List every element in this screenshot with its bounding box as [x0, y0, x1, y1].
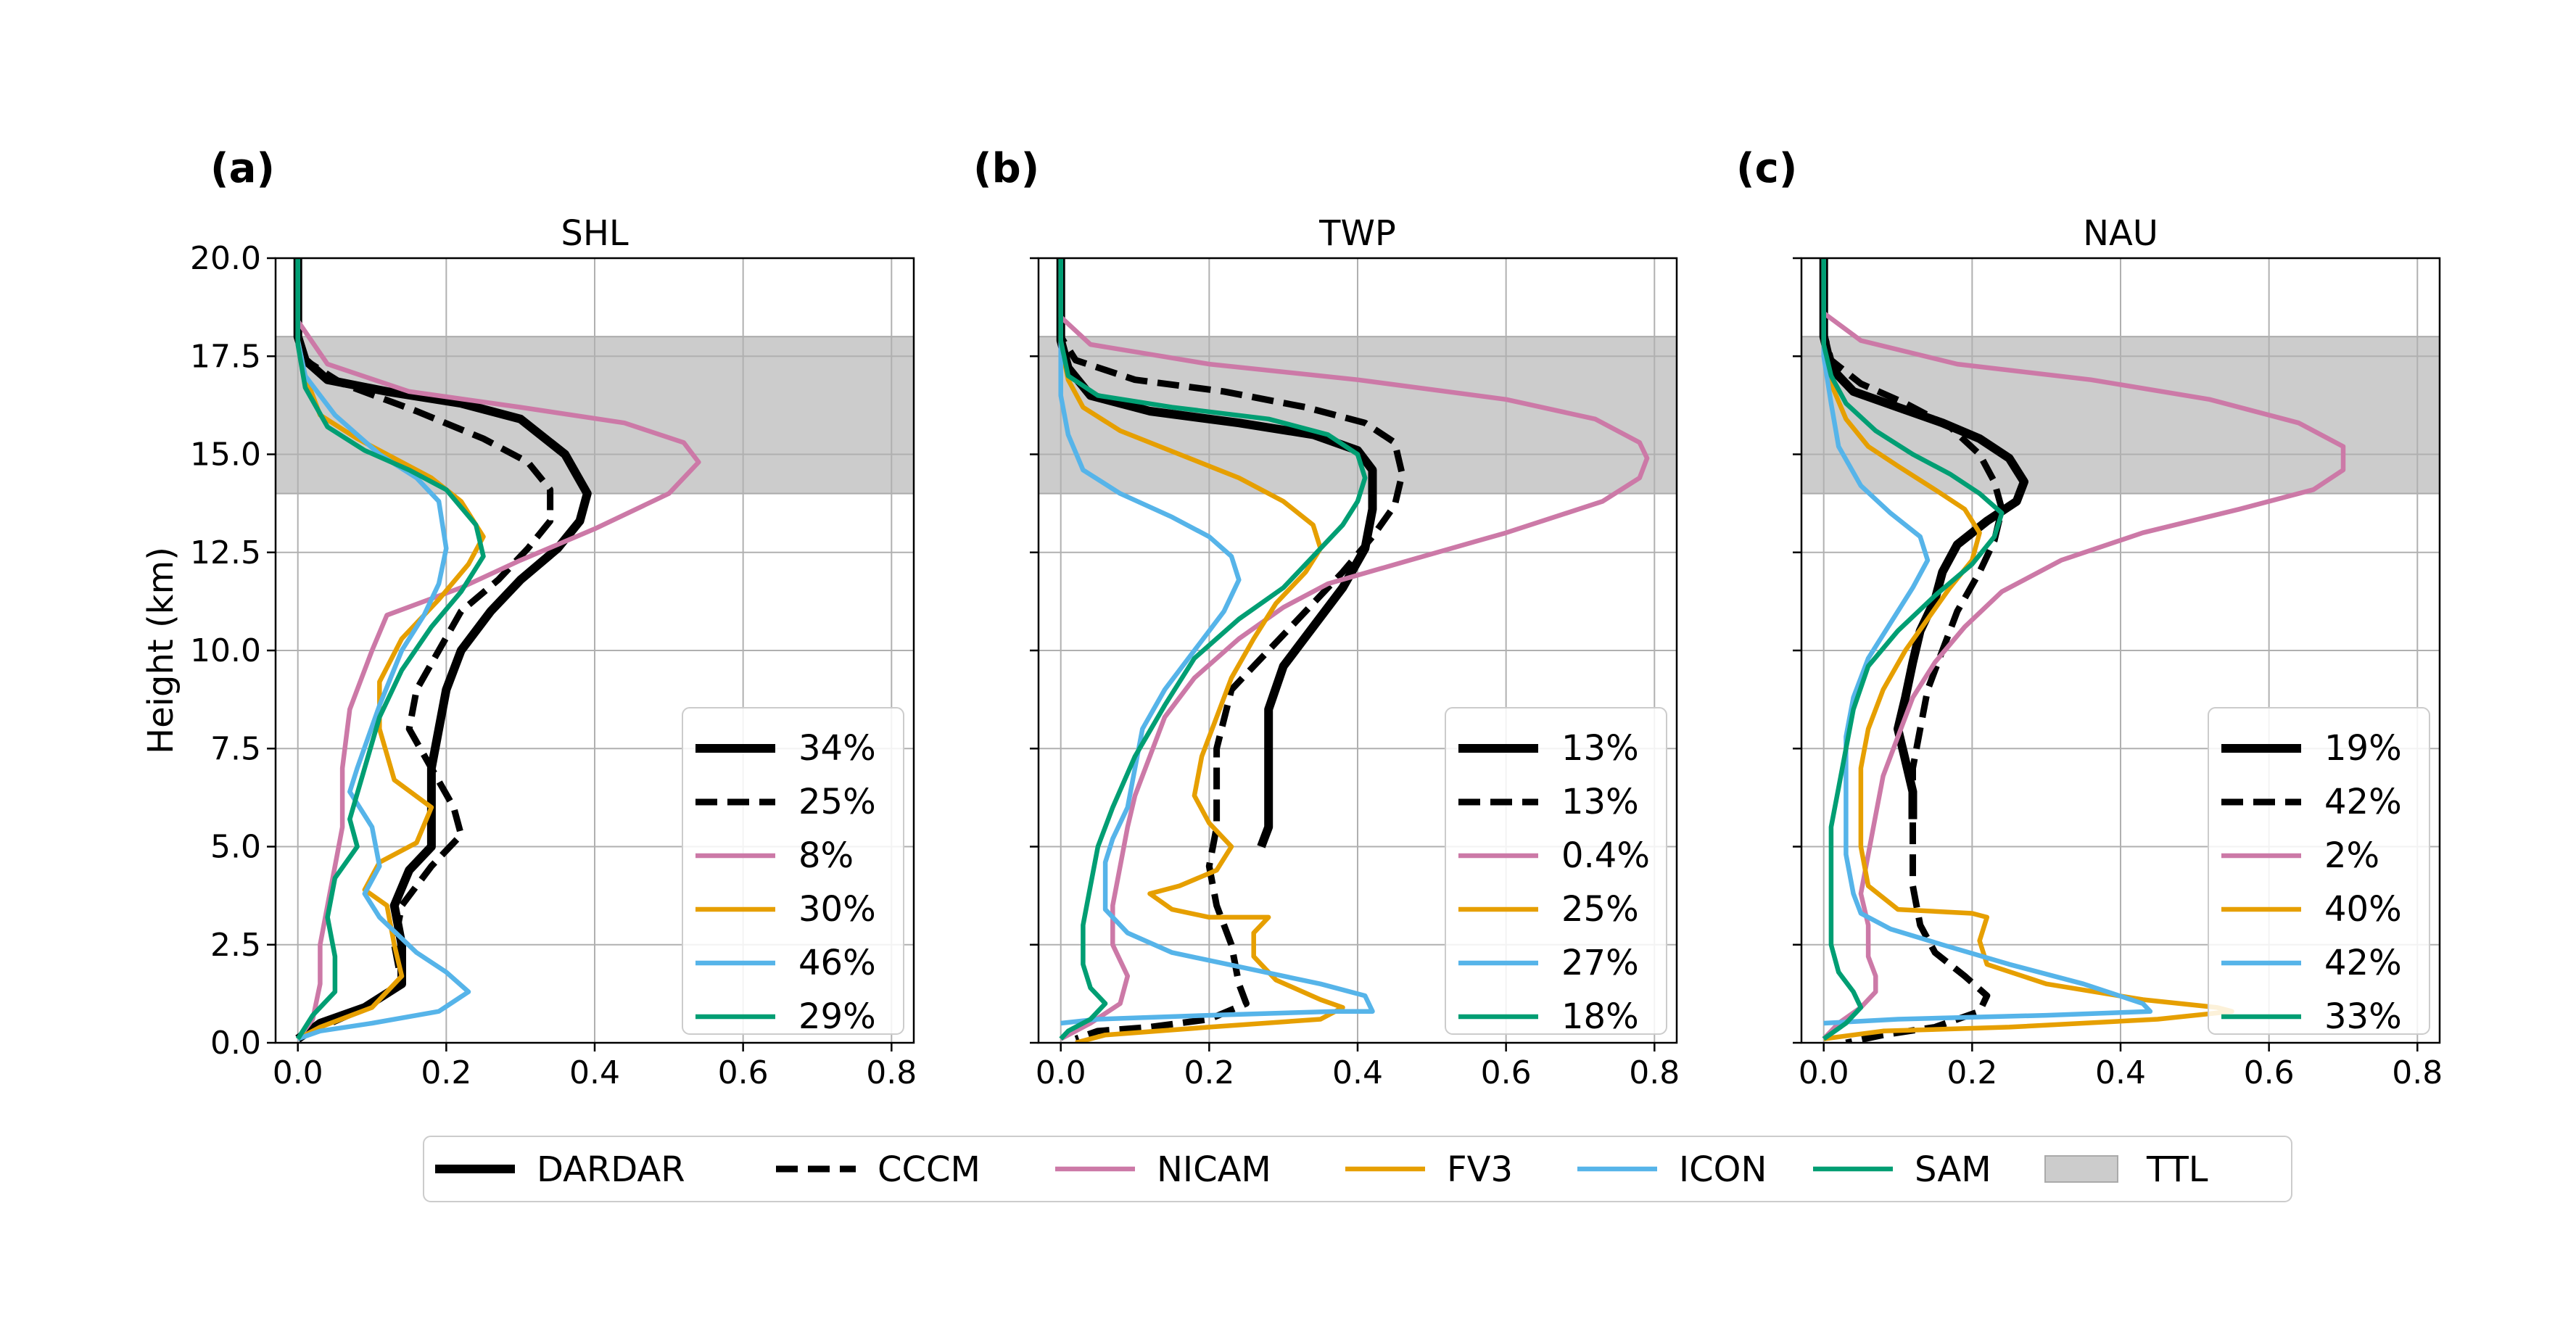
series-line-fv3	[1821, 258, 2234, 1041]
legend-value: 8%	[798, 835, 854, 876]
series-line-cccm	[294, 258, 554, 1042]
x-tick-label: 0.0	[1036, 1054, 1086, 1091]
legend-value: 13%	[1561, 728, 1639, 769]
series-line-fv3	[1058, 258, 1345, 1043]
legend-value: 13%	[1561, 782, 1639, 822]
series-line-sam	[1821, 258, 2005, 1041]
panel-a: 0.0 0.2 0.4 0.6 0.8 0.0 2.5 5.0 7.5 10.0 12.5 15.0 1…	[141, 145, 917, 1091]
legend-label-nicam: NICAM	[1157, 1149, 1271, 1190]
x-tick-label: 0.4	[569, 1054, 620, 1091]
panel-label: (b)	[973, 145, 1039, 192]
series-group	[1819, 258, 2346, 1043]
legend-value: 0.4%	[1561, 835, 1650, 876]
series-line-cccm	[1820, 258, 2005, 1043]
panel-label: (c)	[1736, 145, 1797, 192]
x-tick-label: 0.2	[1184, 1054, 1234, 1091]
x-tick-label: 0.6	[2244, 1054, 2295, 1091]
y-tick-label: 10.0	[190, 632, 261, 669]
legend-value: 42%	[2324, 943, 2402, 983]
x-tick-label: 0.8	[1629, 1054, 1680, 1091]
y-tick-label: 17.5	[190, 338, 261, 375]
legend-label-sam: SAM	[1915, 1149, 1991, 1190]
x-tick-label: 0.4	[1332, 1054, 1383, 1091]
series-line-cccm	[1057, 258, 1405, 1042]
legend-value: 18%	[1561, 996, 1639, 1037]
series-line-icon	[1821, 258, 2153, 1026]
panel-legend: 13% 13% 0.4% 25% 27% 18%	[1445, 707, 1667, 1037]
x-tick-label: 0.2	[421, 1054, 471, 1091]
legend-value: 30%	[798, 889, 876, 930]
legend-box	[682, 707, 904, 1035]
series-line-sam	[1058, 258, 1368, 1041]
series-line-nicam	[1058, 258, 1650, 1041]
legend-label-dardar: DARDAR	[537, 1149, 685, 1190]
y-tick-label: 0.0	[210, 1025, 261, 1062]
x-tick-label: 0.6	[1481, 1054, 1532, 1091]
series-line-fv3	[295, 258, 486, 1041]
x-tick-label: 0.0	[273, 1054, 323, 1091]
series-line-icon	[295, 258, 471, 1041]
panel-b: 0.0 0.2 0.4 0.6 0.8 TWP (b) 13% 13% 0.4% 25% 27% 18%	[973, 145, 1680, 1091]
legend-label-cccm: CCCM	[878, 1149, 981, 1190]
panel-title: TWP	[1318, 213, 1396, 254]
legend-label-icon: ICON	[1679, 1149, 1767, 1190]
legend-value: 34%	[798, 728, 876, 769]
x-tick-label: 0.4	[2095, 1054, 2146, 1091]
panel-c: 0.0 0.2 0.4 0.6 0.8 NAU (c) 19% 42% 2% 40% 42% 33%	[1736, 145, 2443, 1091]
y-tick-label: 15.0	[190, 437, 261, 474]
legend-value: 2%	[2324, 835, 2379, 876]
series-line-dardar	[1819, 258, 2028, 819]
x-tick-label: 0.8	[866, 1054, 917, 1091]
bottom-legend: DARDAR CCCM NICAM FV3 ICON SAM TTL	[423, 1136, 2292, 1202]
legend-value: 25%	[798, 782, 876, 822]
legend-value: 29%	[798, 996, 876, 1037]
series-group	[1056, 258, 1650, 1043]
legend-value: 42%	[2324, 782, 2402, 822]
y-tick-label: 7.5	[210, 730, 261, 767]
x-tick-label: 0.0	[1799, 1054, 1849, 1091]
series-group	[293, 258, 701, 1043]
panel-title: NAU	[2083, 213, 2158, 254]
legend-value: 25%	[1561, 889, 1639, 930]
series-line-sam	[295, 258, 486, 1041]
panel-legend: 34% 25% 8% 30% 46% 29%	[682, 707, 904, 1037]
legend-box	[1445, 707, 1667, 1035]
legend-label-fv3: FV3	[1447, 1149, 1513, 1190]
legend-value: 27%	[1561, 943, 1639, 983]
legend-value: 46%	[798, 943, 876, 983]
y-axis-label: Height (km)	[141, 547, 181, 754]
x-tick-label: 0.8	[2392, 1054, 2443, 1091]
y-tick-label: 20.0	[190, 240, 261, 277]
y-tick-label: 5.0	[210, 829, 261, 866]
legend-swatch-ttl	[2044, 1155, 2118, 1183]
legend-value: 40%	[2324, 889, 2402, 930]
legend-label-ttl: TTL	[2146, 1149, 2208, 1190]
series-line-nicam	[1821, 258, 2346, 1041]
legend-value: 19%	[2324, 728, 2402, 769]
y-tick-label: 12.5	[190, 534, 261, 571]
panel-title: SHL	[561, 213, 629, 254]
legend-box	[2208, 707, 2430, 1035]
x-tick-label: 0.6	[718, 1054, 769, 1091]
legend-value: 33%	[2324, 996, 2402, 1037]
x-tick-label: 0.2	[1947, 1054, 1997, 1091]
panel-legend: 19% 42% 2% 40% 42% 33%	[2208, 707, 2430, 1037]
panel-label: (a)	[210, 145, 275, 192]
series-line-icon	[1058, 258, 1375, 1026]
y-tick-label: 2.5	[210, 927, 261, 964]
